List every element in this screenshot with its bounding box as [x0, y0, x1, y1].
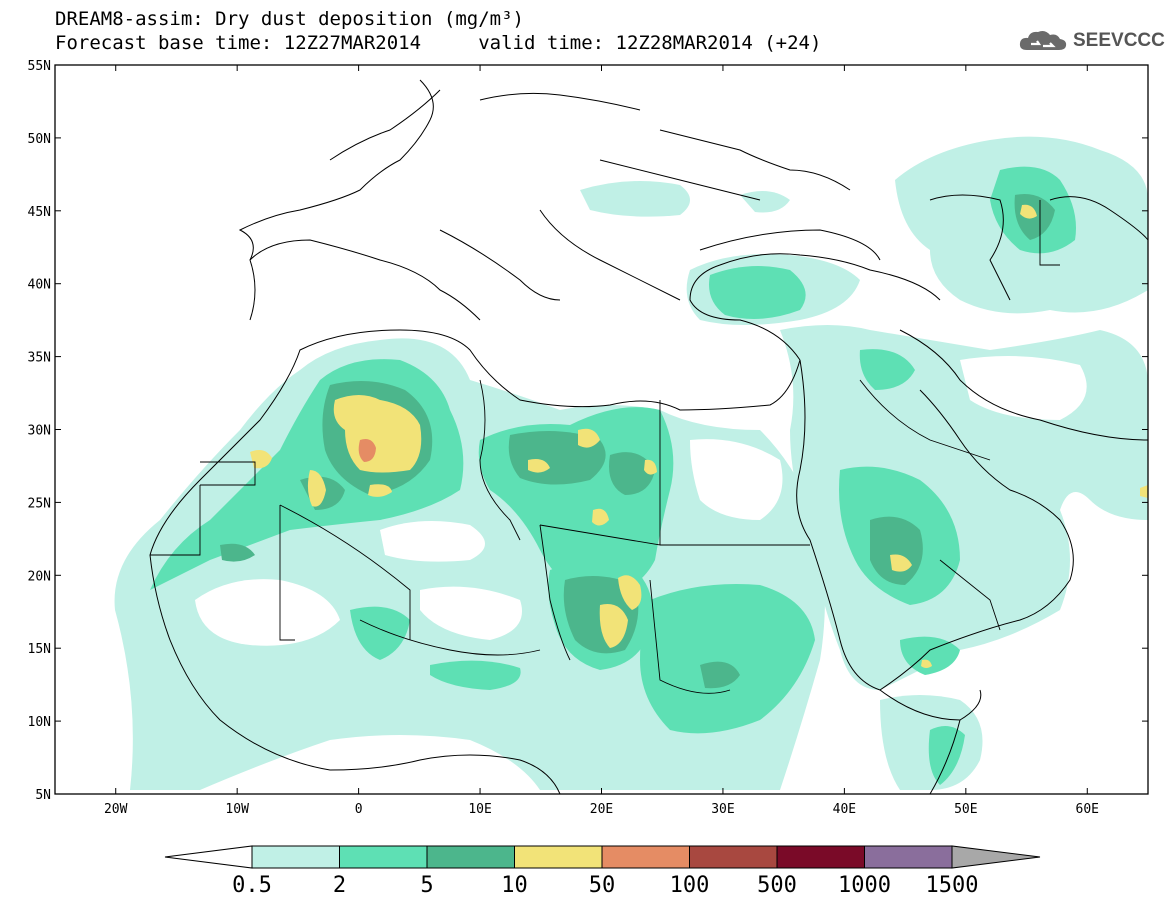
- coastlines: [149, 79, 1148, 794]
- colorbar-label: 500: [757, 873, 797, 898]
- lon-tick-label: 0: [355, 802, 363, 817]
- longitude-axis: 20W 10W 0 10E 20E 30E 40E 50E 60E: [104, 65, 1099, 817]
- colorbar-under-triangle: [164, 845, 253, 869]
- clear-areas: [195, 356, 1087, 646]
- colorbar-swatch: [689, 845, 778, 869]
- seevccc-logo: SEEVCCC: [1017, 26, 1165, 56]
- colorbar: 0.5 2 5 10 50 100 500 1000 1500: [164, 845, 1041, 898]
- colorbar-label: 1000: [838, 873, 891, 898]
- lon-tick-label: 40E: [833, 802, 856, 817]
- lat-tick-label: 45N: [28, 205, 51, 220]
- colorbar-swatch: [426, 845, 515, 869]
- colorbar-swatch: [864, 845, 953, 869]
- map-title: DREAM8-assim: Dry dust deposition (mg/m³…: [55, 8, 524, 30]
- lat-tick-label: 30N: [28, 424, 51, 439]
- colorbar-label: 50: [589, 873, 616, 898]
- deposition-shading: [114, 136, 1148, 790]
- colorbar-over-triangle: [951, 845, 1041, 869]
- borders: [150, 200, 1060, 694]
- colorbar-swatch: [776, 845, 865, 869]
- level-50-100-area: [358, 439, 376, 462]
- lon-tick-label: 50E: [954, 802, 977, 817]
- colorbar-label: 10: [501, 873, 528, 898]
- lat-tick-label: 40N: [28, 278, 51, 293]
- colorbar-swatch: [339, 845, 428, 869]
- lon-tick-label: 10E: [468, 802, 491, 817]
- colorbar-swatch: [601, 845, 690, 869]
- level-10-50-area: [250, 204, 1148, 668]
- lat-tick-label: 10N: [28, 715, 51, 730]
- lat-tick-label: 5N: [35, 788, 51, 803]
- logo-text: SEEVCCC: [1073, 30, 1165, 51]
- lat-tick-label: 55N: [28, 59, 51, 74]
- colorbar-swatch: [251, 845, 340, 869]
- lon-tick-label: 20W: [104, 802, 128, 817]
- colorbar-label: 100: [670, 873, 710, 898]
- forecast-times: Forecast base time: 12Z27MAR2014 valid t…: [55, 32, 822, 54]
- cloud-icon: [1019, 31, 1067, 50]
- lat-tick-label: 25N: [28, 496, 51, 511]
- latitude-axis: 55N 50N 45N 40N 35N 30N 25N 20N 15N 10N 5N: [28, 59, 1148, 803]
- lat-tick-label: 20N: [28, 569, 51, 584]
- colorbar-swatch: [514, 845, 603, 869]
- colorbar-label: 1500: [926, 873, 979, 898]
- lon-tick-label: 10W: [225, 802, 249, 817]
- colorbar-label: 2: [333, 873, 346, 898]
- colorbar-label: 0.5: [232, 873, 272, 898]
- colorbar-label: 5: [420, 873, 433, 898]
- lon-tick-label: 60E: [1076, 802, 1099, 817]
- lon-tick-label: 20E: [590, 802, 613, 817]
- lat-tick-label: 15N: [28, 642, 51, 657]
- lat-tick-label: 50N: [28, 132, 51, 147]
- lon-tick-label: 30E: [711, 802, 734, 817]
- lat-tick-label: 35N: [28, 351, 51, 366]
